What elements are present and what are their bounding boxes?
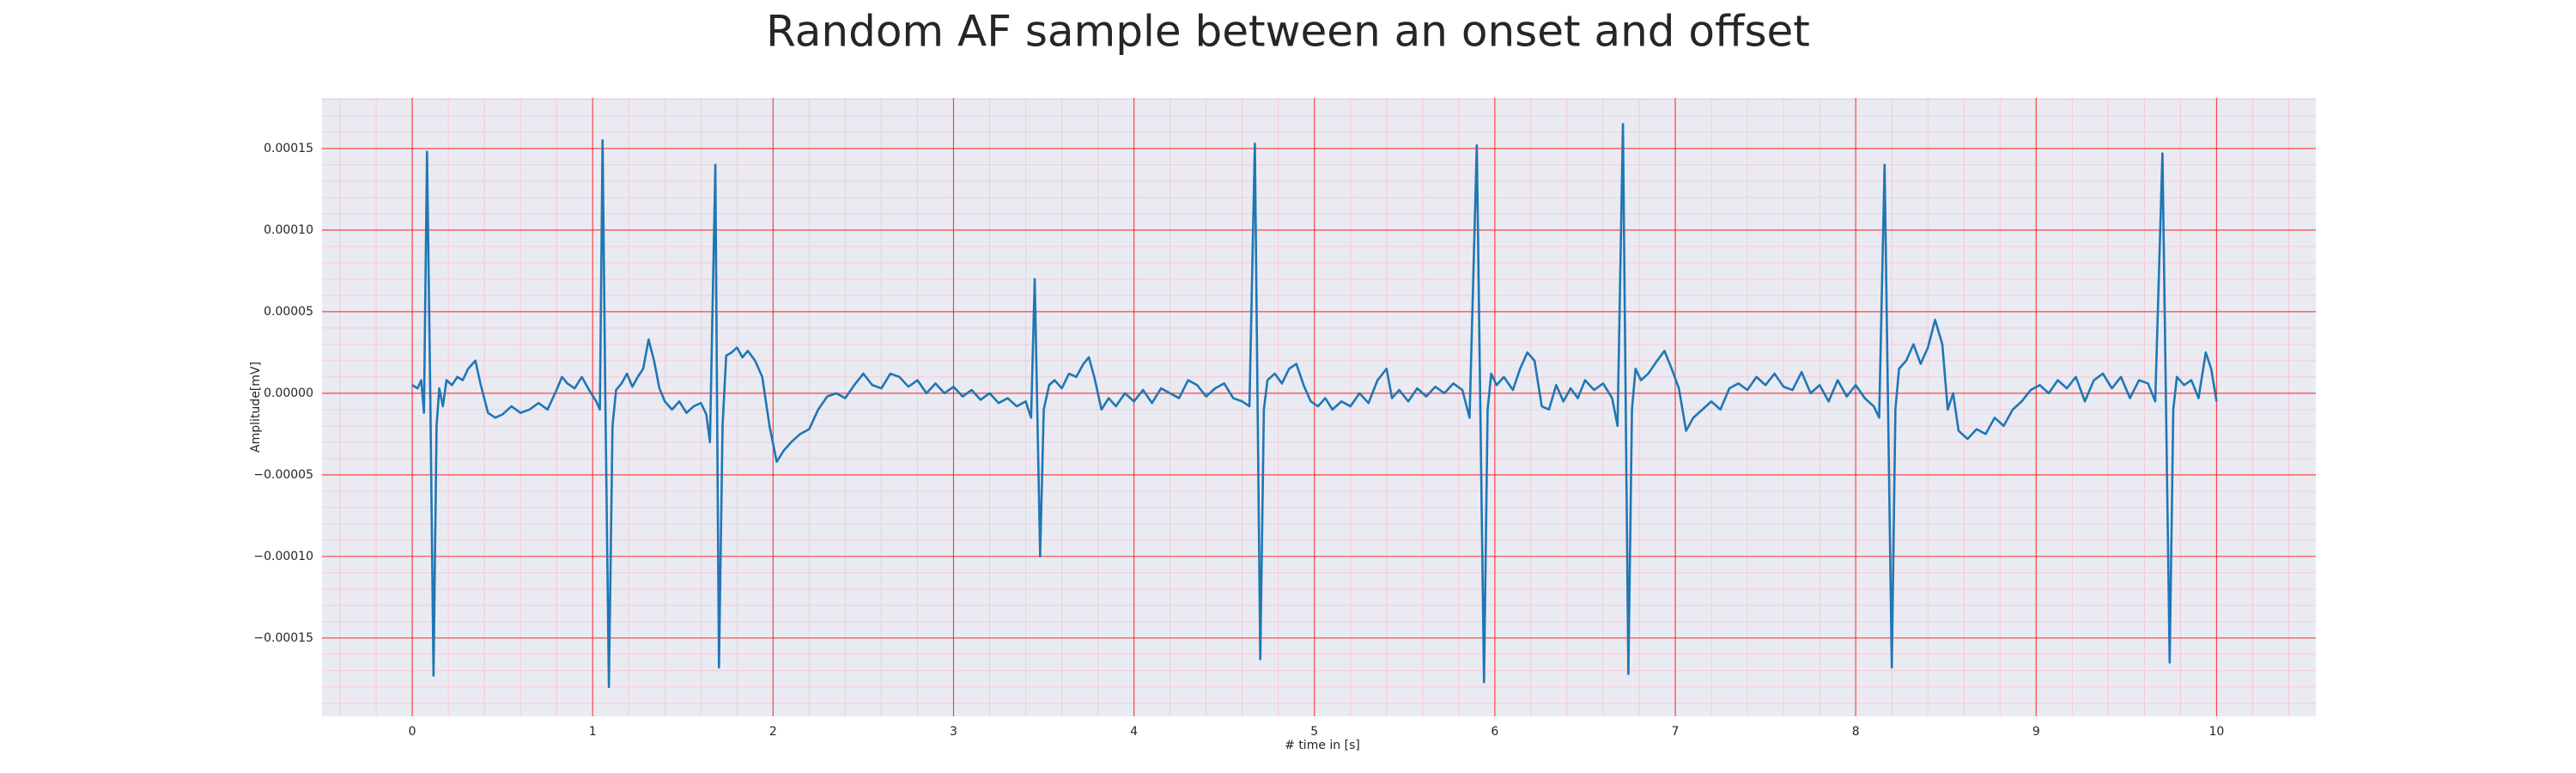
plot-background (322, 98, 2316, 716)
x-tick-label: 1 (589, 725, 597, 739)
y-tick-label: −0.00015 (253, 631, 313, 645)
x-tick-label: 3 (950, 725, 957, 739)
y-tick-label: 0.00000 (264, 386, 313, 400)
x-tick-label: 9 (2032, 725, 2040, 739)
y-tick-label: −0.00010 (253, 550, 313, 563)
x-tick-label: 4 (1130, 725, 1138, 739)
y-tick-label: 0.00005 (264, 305, 313, 319)
y-tick-label: −0.00005 (253, 468, 313, 482)
x-axis-label: # time in [s] (1285, 739, 1360, 752)
x-tick-label: 0 (409, 725, 416, 739)
y-tick-label: 0.00010 (264, 223, 313, 237)
chart-title: Random AF sample between an onset and of… (766, 7, 1810, 57)
x-tick-label: 5 (1310, 725, 1318, 739)
x-tick-label: 6 (1491, 725, 1498, 739)
x-tick-label: 10 (2209, 725, 2225, 739)
y-tick-label: 0.00015 (264, 142, 313, 155)
x-tick-label: 7 (1672, 725, 1680, 739)
y-axis-label: Amplitude[mV] (249, 362, 263, 453)
signal-line (411, 123, 2218, 689)
x-tick-label: 2 (769, 725, 777, 739)
x-tick-label: 8 (1852, 725, 1860, 739)
